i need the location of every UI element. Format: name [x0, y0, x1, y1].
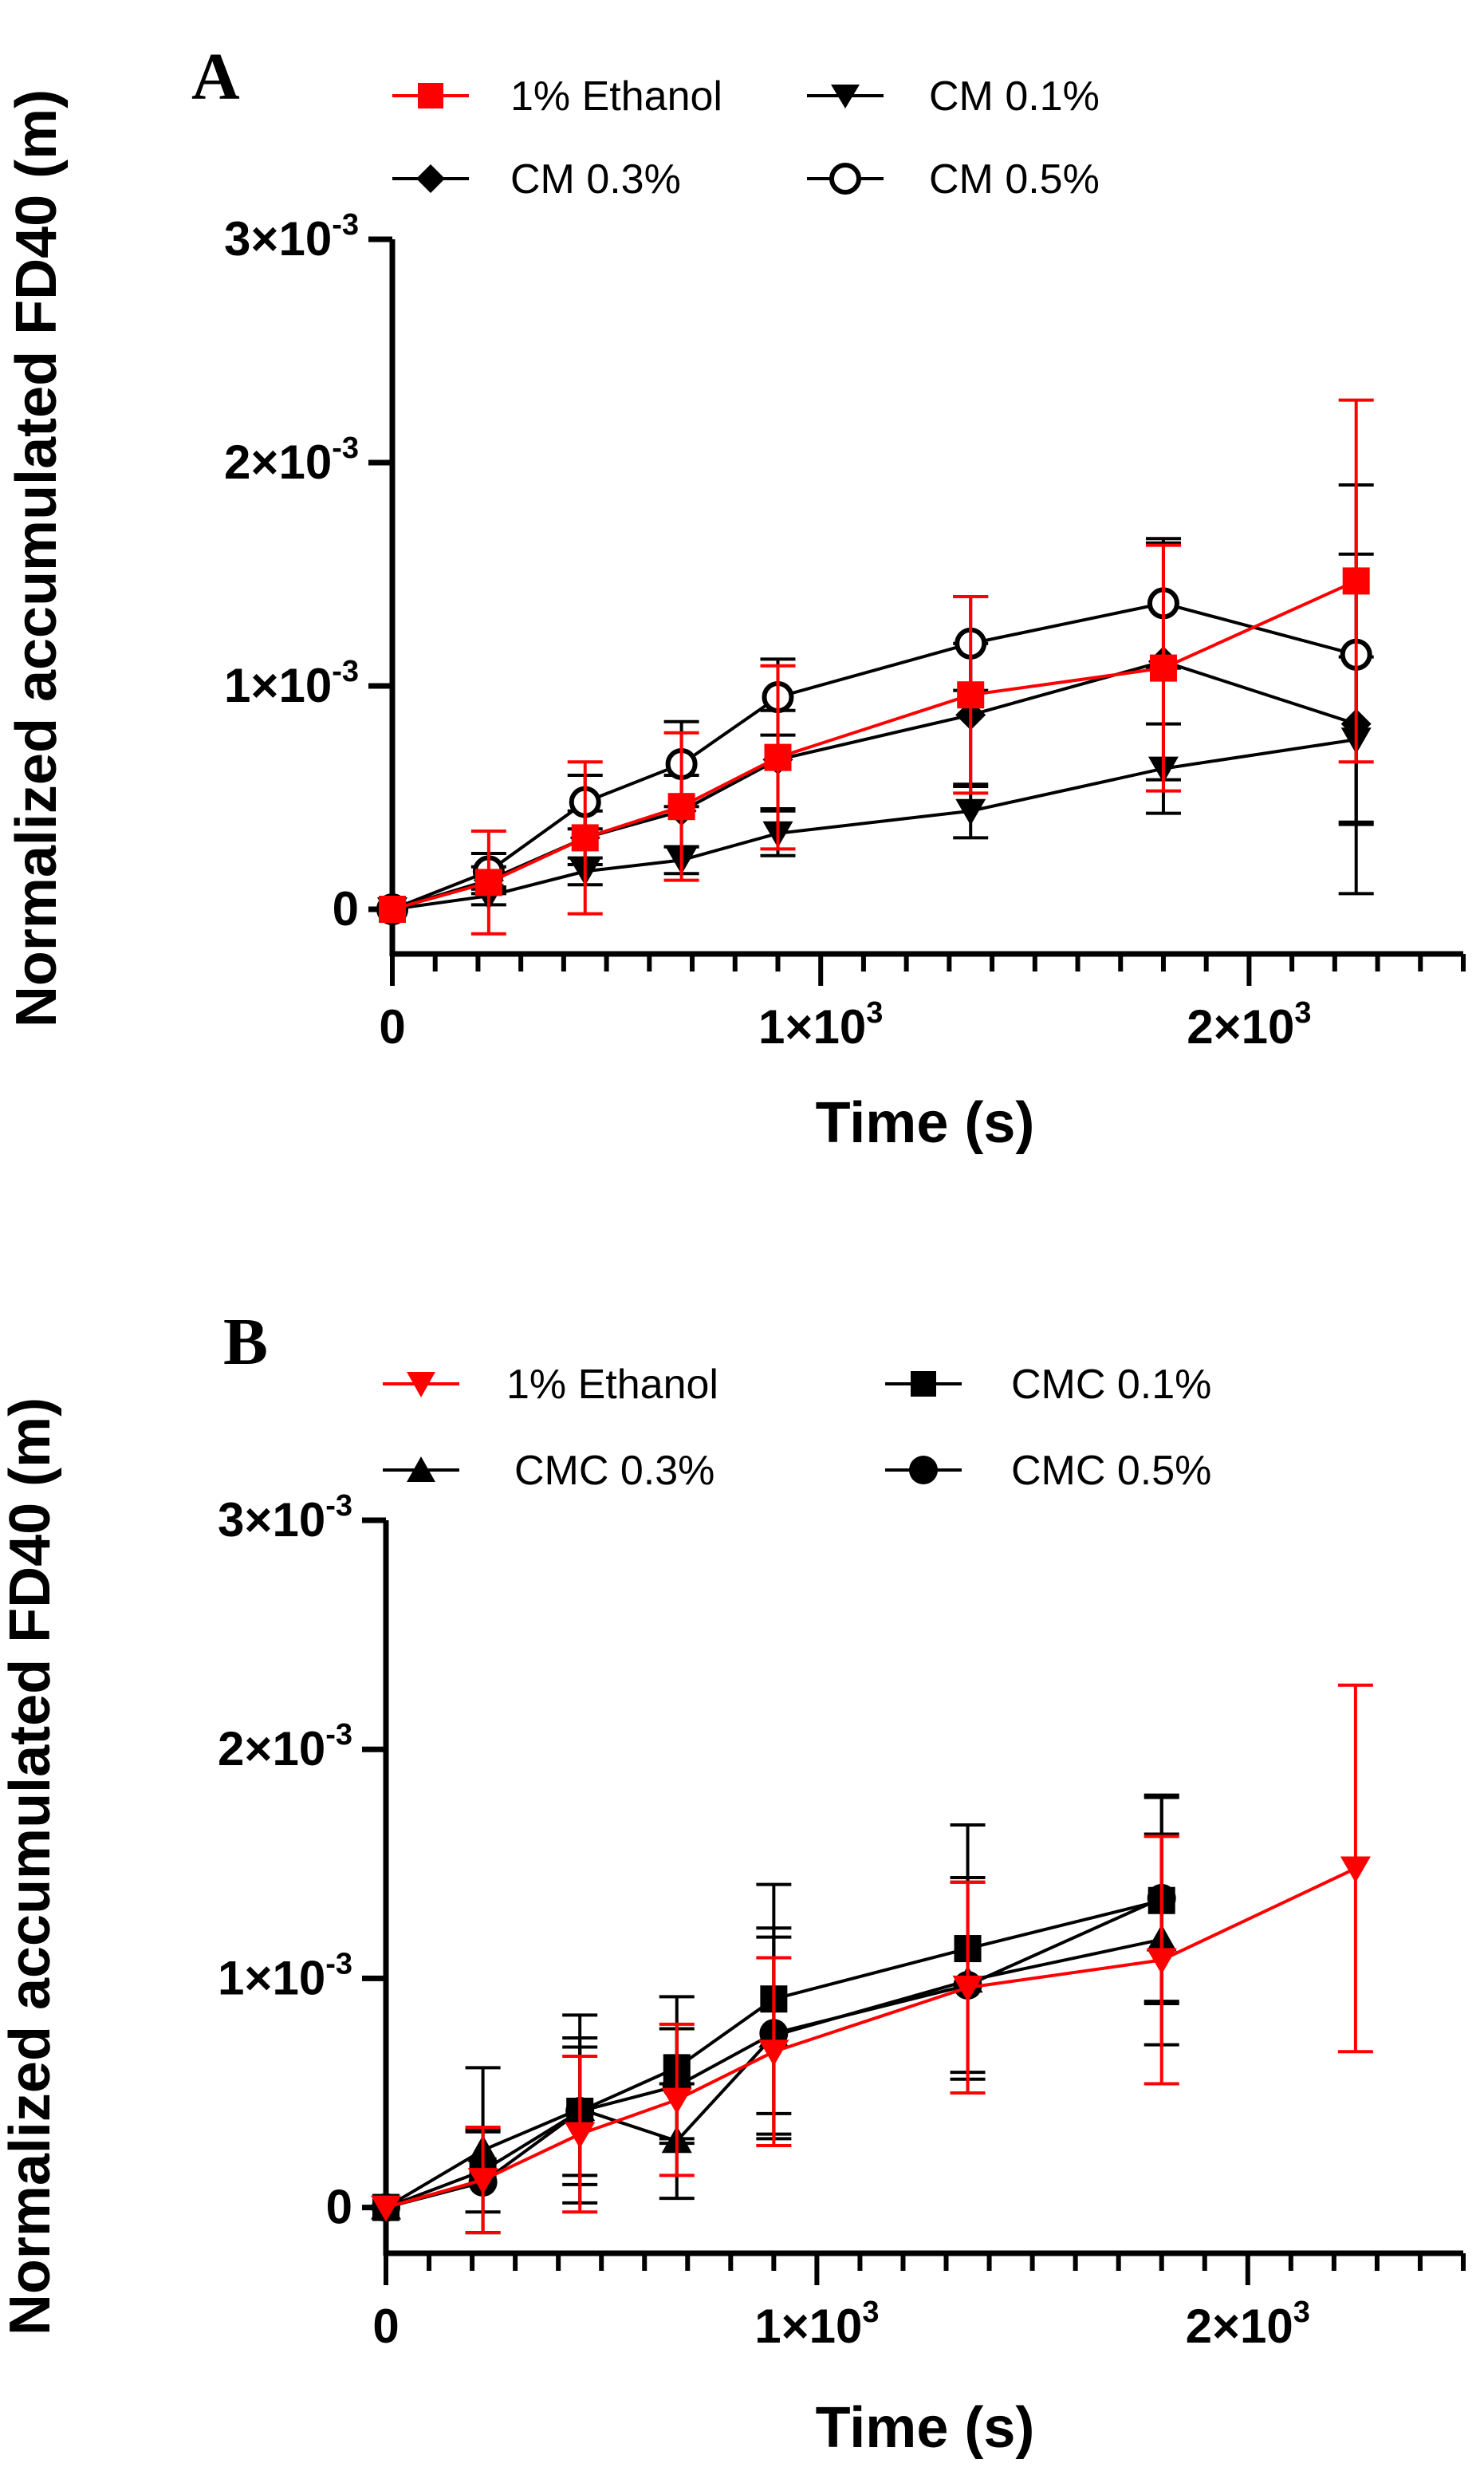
- data-point: [371, 2195, 401, 2222]
- legend-item-cmc-0-3: CMC 0.3%: [383, 1448, 714, 1494]
- legend-label: 1% Ethanol: [510, 73, 722, 120]
- panel-b-x-axis-title: Time (s): [816, 2396, 1035, 2460]
- panel-a: A Normalized accumulated FD40 (m) Time (…: [5, 40, 1466, 1155]
- y-tick-label: 1×10-3: [218, 1947, 352, 2004]
- x-tick-label: 1×103: [758, 996, 883, 1054]
- legend-label: CM 0.3%: [510, 156, 681, 203]
- data-point: [565, 2122, 596, 2149]
- panel-a-plot-area: 0 1×10-3 2×10-3 3×10-3 0 1×103 2×103: [224, 208, 1466, 1054]
- y-tick-label: 0: [333, 882, 359, 936]
- series-1-ethanol: [379, 398, 1374, 936]
- panel-a-legend: 1% Ethanol CM 0.1% CM 0.3% CM 0.5%: [392, 73, 1100, 203]
- series-line: [392, 660, 1357, 911]
- series-cm-0-3-: [377, 541, 1374, 924]
- data-point: [764, 743, 792, 771]
- y-tick-label: 2×10-3: [218, 1718, 352, 1775]
- y-tick-label: 0: [326, 2181, 352, 2234]
- x-tick-label: 2×103: [1186, 2296, 1310, 2353]
- series-line: [392, 579, 1357, 911]
- data-point: [952, 1975, 983, 2002]
- data-point: [1146, 1948, 1177, 1975]
- data-point: [955, 798, 986, 826]
- series-1-ethanol: [371, 1683, 1373, 2235]
- data-point: [957, 681, 985, 709]
- legend-item-cmc-0-1: CMC 0.1%: [885, 1362, 1211, 1408]
- legend-item-1-ethanol: 1% Ethanol: [392, 73, 722, 120]
- series-line: [385, 1866, 1356, 2209]
- data-point: [474, 869, 502, 897]
- data-point: [667, 793, 695, 821]
- panel-b-letter: B: [223, 1305, 268, 1379]
- x-tick-label: 0: [379, 1000, 405, 1054]
- x-tick-label: 1×103: [754, 2296, 879, 2353]
- legend-label: CMC 0.3%: [514, 1448, 714, 1494]
- series-line: [392, 601, 1357, 911]
- panel-a-y-axis-title: Normalized accumulated FD40 (m): [5, 89, 69, 1027]
- y-tick-label: 3×10-3: [224, 208, 359, 266]
- legend-item-cmc-0-5: CMC 0.5%: [885, 1448, 1211, 1494]
- y-tick-label: 1×10-3: [224, 655, 359, 712]
- data-point: [571, 824, 599, 852]
- legend-label: CM 0.1%: [929, 73, 1100, 120]
- x-tick-label: 0: [372, 2300, 399, 2353]
- data-point: [467, 2168, 498, 2195]
- legend-item-cm-0-5: CM 0.5%: [807, 156, 1100, 203]
- data-point: [758, 2040, 789, 2067]
- data-point: [1149, 654, 1177, 682]
- series-cm-0-1-: [377, 655, 1374, 924]
- legend-label: 1% Ethanol: [506, 1362, 718, 1408]
- legend-label: CM 0.5%: [929, 156, 1100, 203]
- panel-a-letter: A: [191, 40, 240, 114]
- panel-b-legend: 1% Ethanol CMC 0.1% CMC 0.3% CMC 0.5%: [383, 1362, 1211, 1494]
- data-point: [379, 896, 406, 923]
- series-line: [392, 738, 1356, 911]
- y-tick-label: 2×10-3: [224, 432, 359, 489]
- legend-item-cm-0-1: CM 0.1%: [807, 73, 1100, 120]
- data-point: [1342, 567, 1370, 595]
- panel-a-x-axis-title: Time (s): [816, 1091, 1035, 1155]
- data-point: [1340, 1856, 1371, 1883]
- panel-b-plot-area: 0 1×10-3 2×10-3 3×10-3 0 1×103 2×103: [218, 1489, 1466, 2353]
- y-tick-label: 3×10-3: [218, 1489, 352, 1547]
- panel-b-y-axis-title: Normalized accumulated FD40 (m): [0, 1397, 62, 2335]
- x-tick-label: 2×103: [1187, 996, 1311, 1054]
- legend-label: CMC 0.1%: [1011, 1362, 1211, 1408]
- series-cm-0-5-: [376, 483, 1374, 925]
- panel-b: B Normalized accumulated FD40 (m) Time (…: [0, 1305, 1466, 2460]
- legend-item-cm-0-3: CM 0.3%: [392, 156, 681, 203]
- legend-label: CMC 0.5%: [1011, 1448, 1211, 1494]
- data-point: [661, 2087, 692, 2114]
- legend-item-1-ethanol-b: 1% Ethanol: [383, 1362, 718, 1408]
